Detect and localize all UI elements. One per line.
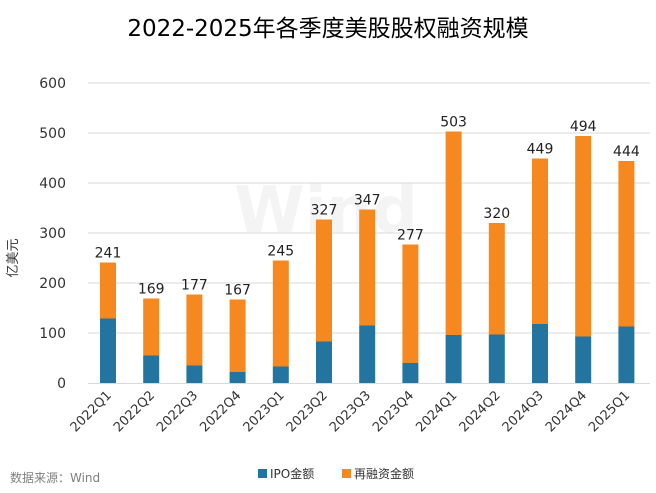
bar-ipo [272, 366, 289, 383]
bar-ipo [100, 318, 116, 383]
x-tick-label: 2022Q3 [154, 388, 201, 435]
bar-refinancing [445, 131, 462, 335]
data-label-total: 347 [354, 193, 381, 209]
data-label-total: 327 [311, 203, 338, 219]
x-tick-label: 2022Q1 [68, 388, 115, 435]
y-tick-label: 400 [39, 176, 66, 192]
x-tick-label: 2023Q3 [327, 388, 374, 435]
data-label-total: 277 [397, 228, 424, 244]
bar-refinancing [488, 223, 505, 335]
data-label-total: 167 [224, 283, 251, 299]
bar-ipo [575, 336, 592, 383]
x-tick-label: 2025Q1 [586, 388, 633, 435]
data-label-total: 503 [440, 115, 467, 131]
bar-ipo [618, 326, 635, 383]
y-tick-label: 200 [39, 276, 66, 292]
y-tick-label: 300 [39, 226, 66, 242]
x-tick-label: 2024Q4 [543, 388, 590, 435]
data-label-total: 320 [483, 206, 510, 222]
bar-refinancing [618, 161, 635, 327]
bar-refinancing [229, 299, 246, 372]
bar-refinancing [272, 260, 289, 367]
source-note: 数据来源：Wind [10, 470, 100, 485]
x-tick-label: 2023Q4 [370, 388, 417, 435]
y-axis-label: 亿美元 [6, 238, 21, 277]
legend-swatch [258, 469, 267, 478]
bar-ipo [488, 334, 505, 383]
bar-ipo [402, 363, 419, 383]
legend: IPO金额 再融资金额 [258, 466, 414, 481]
data-label-total: 444 [613, 144, 640, 160]
x-axis-ticks: 2022Q12022Q22022Q32022Q42023Q12023Q22023… [68, 388, 633, 435]
chart-title: 2022-2025年各季度美股股权融资规模 [127, 16, 528, 42]
x-tick-label: 2024Q2 [457, 388, 504, 435]
x-tick-label: 2023Q2 [284, 388, 331, 435]
legend-label: 再融资金额 [354, 466, 414, 481]
bar-refinancing [575, 136, 592, 337]
y-tick-label: 500 [39, 126, 66, 142]
bar-refinancing [402, 244, 419, 363]
x-tick-label: 2023Q1 [241, 388, 288, 435]
bar-ipo [445, 335, 462, 383]
bar-refinancing [100, 262, 116, 319]
y-tick-label: 0 [57, 376, 66, 392]
x-tick-label: 2024Q1 [413, 388, 460, 435]
legend-label: IPO金额 [270, 466, 314, 481]
bar-refinancing [316, 219, 332, 342]
bar-refinancing [532, 158, 548, 324]
x-tick-label: 2022Q4 [197, 388, 244, 435]
data-label-total: 177 [181, 278, 208, 294]
legend-swatch [342, 469, 351, 478]
bar-ipo [186, 365, 203, 383]
bar-refinancing [359, 209, 376, 326]
data-label-total: 169 [138, 282, 165, 298]
bar-refinancing [186, 294, 203, 366]
y-tick-label: 100 [39, 326, 66, 342]
bar-ipo [143, 355, 160, 383]
data-label-total: 245 [267, 244, 294, 260]
bar-ipo [359, 325, 376, 383]
bar-ipo [316, 341, 332, 383]
data-label-total: 241 [95, 246, 122, 262]
bar-refinancing [143, 298, 160, 356]
bar-ipo [229, 372, 246, 383]
x-tick-label: 2022Q2 [111, 388, 158, 435]
y-tick-label: 600 [39, 76, 66, 92]
bar-series: 241 169 177 167 245 327 347 277 503 320 449 494 444 [95, 115, 640, 383]
data-label-total: 494 [570, 119, 597, 135]
data-label-total: 449 [527, 142, 554, 158]
y-axis-ticks: 0 100 200 300 400 500 600 [39, 76, 66, 392]
bar-ipo [532, 324, 548, 383]
x-tick-label: 2024Q3 [500, 388, 547, 435]
